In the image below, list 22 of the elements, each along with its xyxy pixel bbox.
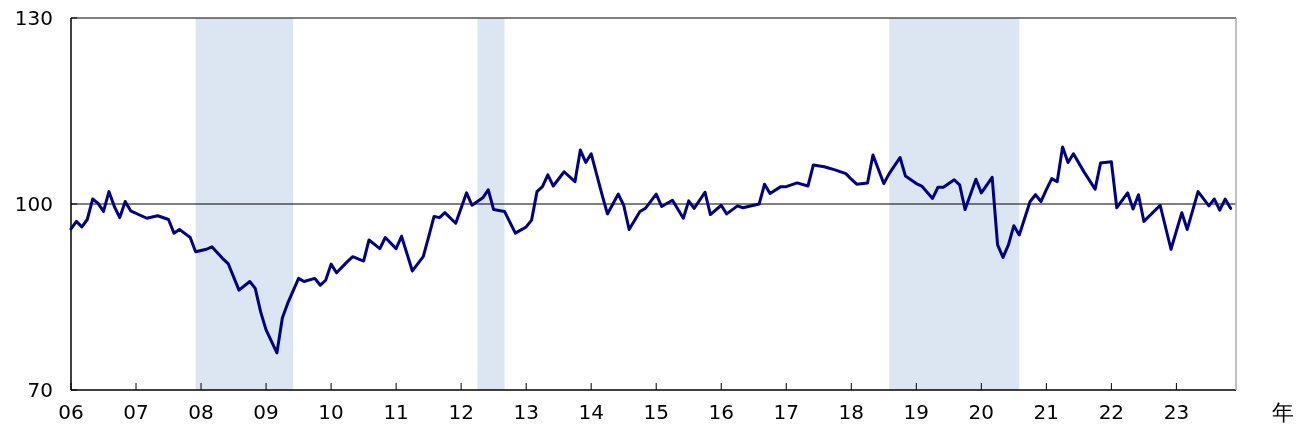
x-tick-label: 06 bbox=[58, 400, 84, 424]
x-tick-label: 22 bbox=[1098, 400, 1125, 424]
x-tick-label: 19 bbox=[903, 400, 930, 424]
x-tick-label: 21 bbox=[1033, 400, 1060, 424]
x-tick-label: 15 bbox=[643, 400, 669, 424]
x-tick-label: 10 bbox=[318, 400, 344, 424]
x-tick-label: 09 bbox=[253, 400, 279, 424]
x-tick-label: 14 bbox=[578, 400, 604, 424]
x-tick-label: 11 bbox=[383, 400, 409, 424]
x-tick-label: 13 bbox=[513, 400, 539, 424]
x-tick-label: 18 bbox=[838, 400, 865, 424]
x-tick-label: 16 bbox=[708, 400, 734, 424]
x-tick-label: 07 bbox=[123, 400, 149, 424]
x-tick-label: 23 bbox=[1163, 400, 1190, 424]
x-tick-label: 17 bbox=[773, 400, 799, 424]
x-tick-label: 12 bbox=[448, 400, 474, 424]
y-tick-label: 70 bbox=[27, 378, 53, 402]
x-tick-label: 20 bbox=[968, 400, 995, 424]
y-tick-label: 130 bbox=[14, 6, 53, 30]
x-axis-title: 年 bbox=[1272, 400, 1294, 425]
y-tick-label: 100 bbox=[14, 192, 53, 216]
x-tick-label: 08 bbox=[188, 400, 214, 424]
